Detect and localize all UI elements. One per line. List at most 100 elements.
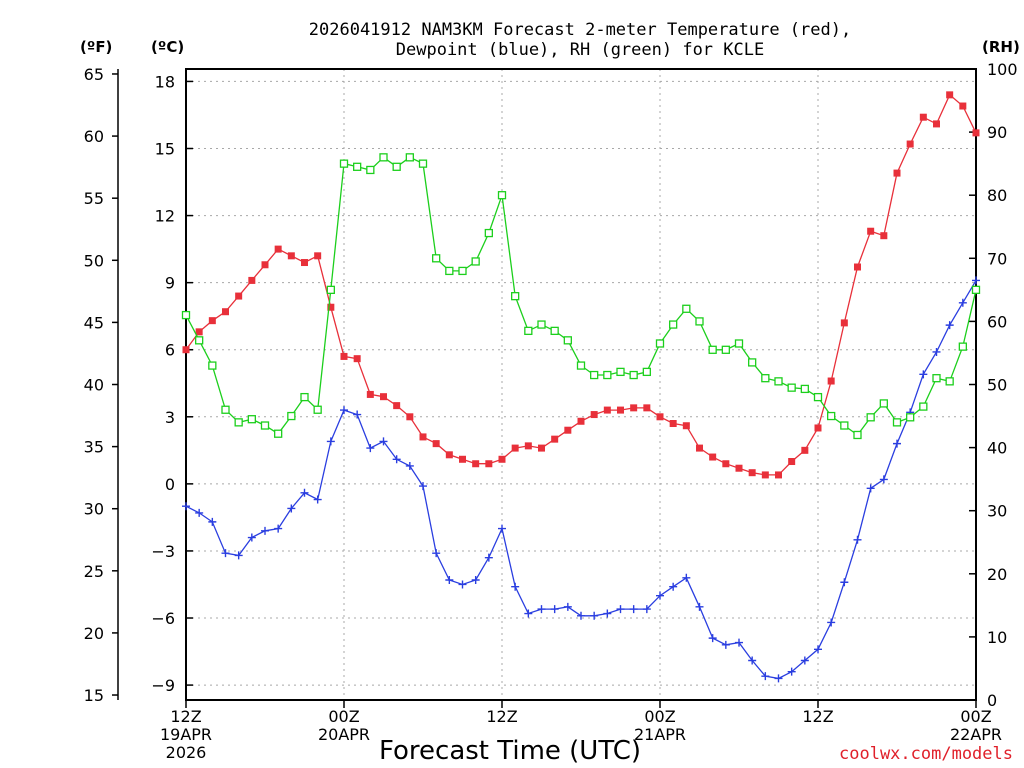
fahrenheit-tick-label: 55	[84, 189, 104, 208]
dewpoint-point	[326, 437, 335, 446]
dewpoint-point	[721, 640, 730, 649]
rh-unit-label: (RH)	[982, 38, 1020, 56]
rh-point	[840, 421, 849, 430]
dewpoint-point	[669, 582, 678, 591]
gridlines	[185, 69, 977, 700]
rh-point	[945, 377, 954, 386]
dewpoint-point	[471, 576, 480, 585]
temperature-point	[919, 113, 927, 121]
chart-title-line1: 2026041912 NAM3KM Forecast 2-meter Tempe…	[309, 20, 851, 40]
dewpoint-point	[932, 347, 941, 356]
rh-point	[576, 361, 586, 370]
dewpoint-point	[261, 526, 269, 535]
temperature-point	[972, 129, 980, 137]
rh-point	[326, 285, 335, 295]
dewpoint-point	[774, 674, 783, 683]
celsius-tick-label: −6	[151, 609, 175, 628]
temperature-point	[393, 402, 401, 410]
rh-point	[761, 374, 770, 383]
temperature-point	[301, 259, 308, 267]
series-layer	[181, 91, 981, 683]
temperature-point	[709, 453, 717, 461]
rh-tick-label: 0	[987, 691, 997, 710]
temperature-point	[814, 424, 822, 432]
celsius-tick-label: 15	[155, 140, 175, 159]
temperature-point	[353, 355, 361, 363]
rh-tick-label: 50	[987, 376, 1007, 395]
temperature-point	[880, 232, 888, 240]
temperature-point	[485, 460, 493, 468]
temperature-point	[893, 169, 901, 177]
dewpoint-point	[353, 410, 362, 419]
dewpoint-point	[787, 667, 796, 676]
fahrenheit-axis: 15 20 25 30 35 40 45 50 55 60 65	[84, 65, 118, 705]
temperature-point	[235, 292, 243, 300]
time-tick-label: 21APR	[634, 725, 686, 744]
fahrenheit-tick-label: 30	[84, 500, 104, 519]
fahrenheit-tick-label: 15	[84, 686, 104, 705]
dewpoint-point	[827, 618, 836, 627]
fahrenheit-unit-label: (ºF)	[80, 38, 112, 56]
rh-point	[853, 430, 862, 440]
fahrenheit-tick-label: 25	[84, 562, 104, 581]
rh-point	[813, 392, 823, 402]
time-tick-label: 22APR	[950, 725, 1002, 744]
temperature-point	[314, 252, 322, 260]
rh-point	[418, 159, 428, 168]
temperature-point	[327, 303, 335, 311]
rh-point	[971, 285, 981, 295]
rh-point	[445, 266, 454, 276]
fahrenheit-tick-label: 45	[84, 313, 104, 332]
celsius-unit-label: (ºC)	[151, 38, 184, 56]
fahrenheit-tick-label: 60	[84, 127, 104, 146]
fahrenheit-tick-label: 65	[84, 65, 104, 84]
dewpoint-point	[866, 484, 875, 493]
rh-point	[879, 399, 888, 408]
temperature-point	[669, 420, 677, 428]
temperature-point	[933, 120, 940, 128]
temperature-point	[287, 252, 295, 260]
temperature-point	[959, 102, 967, 110]
rh-point	[208, 361, 217, 370]
rh-point	[734, 339, 744, 348]
x-axis-label: Forecast Time (UTC)	[379, 736, 641, 766]
temperature-point	[524, 442, 532, 450]
dewpoint-point	[748, 656, 757, 665]
dewpoint-point	[234, 551, 243, 560]
dewpoint-point	[893, 439, 901, 448]
temperature-point	[656, 413, 664, 421]
rh-point	[603, 370, 612, 380]
dewpoint-point	[577, 611, 585, 620]
rh-point	[366, 165, 375, 175]
rh-tick-label: 70	[987, 249, 1007, 268]
rh-point	[695, 317, 704, 326]
rh-point	[484, 228, 493, 238]
dewpoint-point	[800, 656, 809, 665]
time-tick-label: 00Z	[960, 707, 991, 726]
dewpoint-point	[458, 580, 467, 589]
dewpoint-point	[537, 605, 546, 614]
dewpoint-point	[972, 276, 980, 285]
rh-point	[221, 405, 230, 414]
celsius-tick-label: 18	[155, 72, 175, 91]
rh-point	[537, 320, 546, 329]
temperature-point	[511, 444, 519, 452]
rh-point	[274, 429, 283, 438]
rh-point	[287, 411, 296, 421]
rh-point	[300, 392, 309, 402]
temperature-point	[748, 469, 756, 477]
rh-point	[497, 191, 507, 200]
fahrenheit-tick-label: 20	[84, 624, 104, 643]
temperature-point	[195, 328, 203, 336]
rh-point	[432, 254, 441, 263]
rh-point	[669, 320, 678, 329]
dewpoint-point	[682, 573, 691, 582]
temperature-point	[854, 263, 861, 271]
temperature-point	[630, 404, 638, 412]
temperature-point	[788, 458, 796, 466]
dewpoint-point	[853, 535, 862, 544]
rh-point	[642, 367, 651, 377]
dewpoint-point	[524, 609, 533, 618]
dewpoint-point	[484, 553, 493, 562]
dewpoint-point	[511, 582, 520, 591]
